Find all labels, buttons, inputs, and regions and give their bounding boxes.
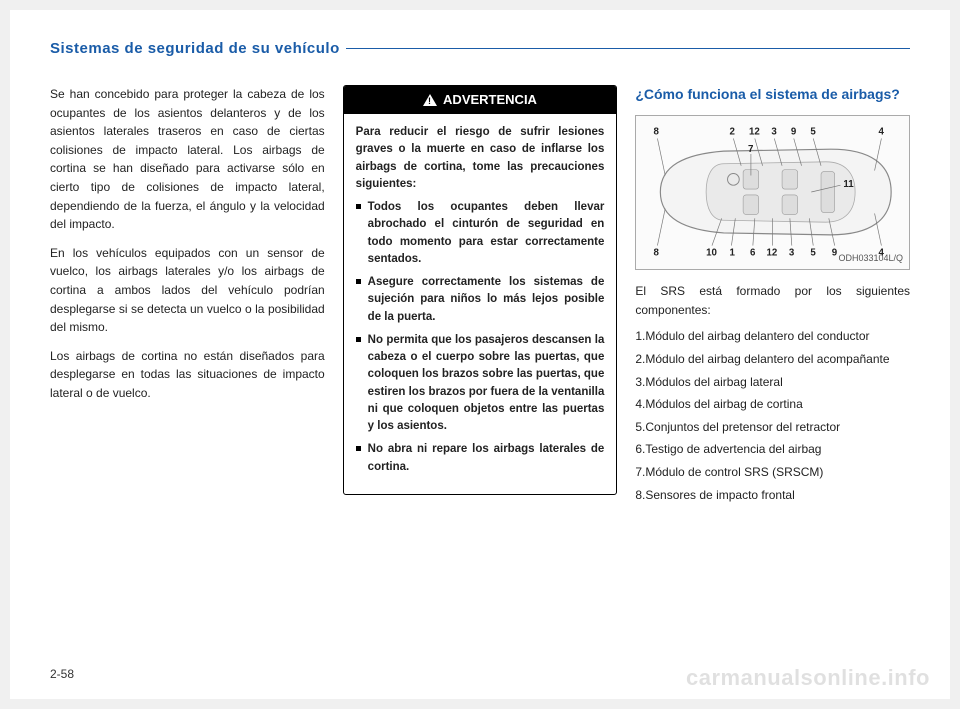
svg-text:1: 1 — [730, 247, 736, 258]
svg-text:4: 4 — [879, 127, 885, 138]
svg-text:3: 3 — [772, 127, 778, 138]
svg-text:5: 5 — [811, 247, 817, 258]
svg-text:9: 9 — [791, 127, 797, 138]
component-5: 5.Conjuntos del pretensor del retractor — [635, 418, 910, 437]
svg-text:3: 3 — [789, 247, 795, 258]
page-header: Sistemas de seguridad de su vehículo — [50, 40, 910, 57]
manual-page: Sistemas de seguridad de su vehículo Se … — [10, 10, 950, 699]
col3-heading: ¿Cómo funciona el sistema de airbags? — [635, 85, 910, 103]
warning-triangle-icon — [423, 94, 437, 106]
warning-body: Para reducir el riesgo de sufrir lesione… — [344, 114, 617, 494]
component-8: 8.Sensores de impacto frontal — [635, 486, 910, 505]
car-top-view-icon: 8 2 12 3 9 5 4 7 11 8 10 1 6 12 3 5 — [636, 116, 909, 269]
component-2: 2.Módulo del airbag delantero del acompa… — [635, 350, 910, 369]
component-1: 1.Módulo del airbag delantero del conduc… — [635, 327, 910, 346]
header-title: Sistemas de seguridad de su vehículo — [50, 40, 346, 57]
svg-text:8: 8 — [654, 127, 660, 138]
svg-text:6: 6 — [750, 247, 756, 258]
svg-text:7: 7 — [748, 144, 753, 155]
svg-text:8: 8 — [654, 247, 660, 258]
warning-bullet-3: No permita que los pasajeros descansen l… — [356, 332, 605, 436]
content-columns: Se han concebido para proteger la cabeza… — [50, 85, 910, 508]
svg-text:12: 12 — [767, 247, 778, 258]
page-number: 2-58 — [50, 667, 74, 681]
airbag-diagram: 8 2 12 3 9 5 4 7 11 8 10 1 6 12 3 5 — [635, 115, 910, 270]
component-3: 3.Módulos del airbag lateral — [635, 373, 910, 392]
warning-box: ADVERTENCIA Para reducir el riesgo de su… — [343, 85, 618, 495]
svg-text:2: 2 — [730, 127, 736, 138]
svg-text:9: 9 — [832, 247, 838, 258]
svg-text:5: 5 — [811, 127, 817, 138]
diagram-code: ODH033104L/Q — [838, 252, 903, 266]
col1-para-2: En los vehículos equipados con un sensor… — [50, 244, 325, 337]
warning-list: Todos los ocupantes deben llevar abrocha… — [356, 199, 605, 476]
header-rule — [346, 48, 910, 50]
component-list: 1.Módulo del airbag delantero del conduc… — [635, 327, 910, 504]
warning-bullet-4: No abra ni repare los airbags laterales … — [356, 441, 605, 476]
warning-bullet-1: Todos los ocupantes deben llevar abrocha… — [356, 199, 605, 268]
component-7: 7.Módulo de control SRS (SRSCM) — [635, 463, 910, 482]
svg-text:11: 11 — [844, 179, 855, 190]
component-6: 6.Testigo de advertencia del airbag — [635, 440, 910, 459]
col1-para-3: Los airbags de cortina no están diseñado… — [50, 347, 325, 403]
col1-para-1: Se han concebido para proteger la cabeza… — [50, 85, 325, 234]
column-2: ADVERTENCIA Para reducir el riesgo de su… — [343, 85, 618, 508]
watermark: carmanualsonline.info — [686, 665, 930, 691]
svg-text:10: 10 — [706, 247, 717, 258]
column-3: ¿Cómo funciona el sistema de airbags? — [635, 85, 910, 508]
column-1: Se han concebido para proteger la cabeza… — [50, 85, 325, 508]
warning-intro: Para reducir el riesgo de sufrir lesione… — [356, 124, 605, 193]
svg-text:12: 12 — [749, 127, 760, 138]
warning-bullet-2: Asegure correctamente los sistemas de su… — [356, 274, 605, 326]
warning-title: ADVERTENCIA — [443, 90, 537, 110]
col3-intro: El SRS está formado por los siguientes c… — [635, 282, 910, 319]
component-4: 4.Módulos del airbag de cortina — [635, 395, 910, 414]
warning-header: ADVERTENCIA — [344, 86, 617, 114]
